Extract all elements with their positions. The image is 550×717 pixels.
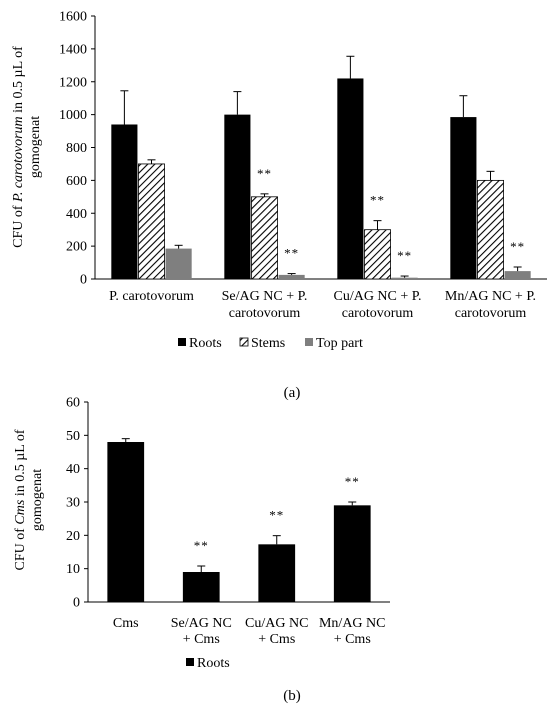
panel-label: (b) <box>283 688 301 704</box>
bar <box>111 124 138 279</box>
y-axis-label: CFU of P. carotovorum in 0.5 µL ofgomoge… <box>11 46 43 248</box>
y-axis-label-part: gomogenat <box>30 469 45 531</box>
significance-mark: ** <box>284 246 299 261</box>
legend-swatch <box>186 658 194 666</box>
chart-panel-a: 0 200 400 600 800 1000 1200 1400 1600 ** ** ** ** ** P… <box>11 10 547 401</box>
y-axis-label-part: Cms <box>13 499 28 524</box>
significance-mark: ** <box>269 508 284 523</box>
legend-label: Stems <box>251 336 285 351</box>
y-tick-label: 800 <box>66 141 87 156</box>
bar <box>251 196 278 280</box>
bar <box>224 114 251 279</box>
x-category-label: + Cms <box>183 632 220 647</box>
x-category-label: carotovorum <box>229 306 301 321</box>
y-tick-label: 40 <box>66 462 80 477</box>
y-axis-label-part: in 0.5 µL of <box>11 46 26 116</box>
y-axis-label-part: gomogenat <box>28 116 43 178</box>
bar <box>504 271 531 279</box>
legend-label: Roots <box>197 656 230 671</box>
bar <box>333 505 371 602</box>
x-category-label: Cu/AG NC <box>245 616 308 631</box>
y-tick-label: 0 <box>80 273 87 288</box>
y-axis-label: CFU of Cms in 0.5 µL ofgomogenat <box>13 429 45 570</box>
bar <box>278 274 305 279</box>
legend-label: Roots <box>189 336 222 351</box>
y-axis-label-part: CFU of <box>13 525 28 571</box>
bar <box>450 117 477 279</box>
bar <box>182 572 220 602</box>
y-tick-label: 1600 <box>59 10 87 25</box>
y-tick-label: 1000 <box>59 108 87 123</box>
y-tick-label: 60 <box>66 396 80 411</box>
significance-mark: ** <box>345 474 360 489</box>
bar <box>364 229 391 280</box>
legend-swatch <box>305 338 313 346</box>
x-category-label: Se/AG NC + P. <box>222 289 308 304</box>
panel-label: (a) <box>284 385 301 401</box>
significance-mark: ** <box>370 193 385 208</box>
y-tick-label: 600 <box>66 174 87 189</box>
x-category-label: P. carotovorum <box>109 289 194 304</box>
legend-label: Top part <box>316 336 363 351</box>
bar <box>477 179 504 280</box>
legend-swatch <box>178 338 186 346</box>
significance-mark: ** <box>194 538 209 553</box>
y-tick-label: 1400 <box>59 42 87 57</box>
y-tick-label: 20 <box>66 529 80 544</box>
x-category-label: Mn/AG NC + P. <box>445 289 536 304</box>
y-tick-label: 30 <box>66 496 80 511</box>
y-axis-label-part: P. carotovorum <box>11 116 26 203</box>
y-tick-label: 200 <box>66 240 87 255</box>
x-category-label: + Cms <box>258 632 295 647</box>
x-category-label: Mn/AG NC <box>319 616 386 631</box>
x-category-label: carotovorum <box>455 306 527 321</box>
y-tick-label: 0 <box>73 596 80 611</box>
legend-swatch <box>239 337 249 347</box>
bar <box>107 442 145 602</box>
significance-mark: ** <box>257 166 272 181</box>
significance-mark: ** <box>397 248 412 263</box>
x-category-label: Se/AG NC <box>171 616 232 631</box>
y-tick-label: 50 <box>66 429 80 444</box>
y-axis-label-part: in 0.5 µL of <box>13 429 28 499</box>
bar <box>258 544 296 602</box>
x-category-label: + Cms <box>334 632 371 647</box>
y-tick-label: 10 <box>66 562 80 577</box>
significance-mark: ** <box>510 239 525 254</box>
x-category-label: Cu/AG NC + P. <box>333 289 421 304</box>
bar <box>337 78 364 280</box>
bar <box>391 277 418 279</box>
bar <box>138 163 165 280</box>
y-tick-label: 1200 <box>59 75 87 90</box>
x-category-label: carotovorum <box>342 306 414 321</box>
x-category-label: Cms <box>113 616 139 631</box>
bar <box>165 248 192 279</box>
y-tick-label: 400 <box>66 207 87 222</box>
y-axis-label-part: CFU of <box>11 202 26 248</box>
